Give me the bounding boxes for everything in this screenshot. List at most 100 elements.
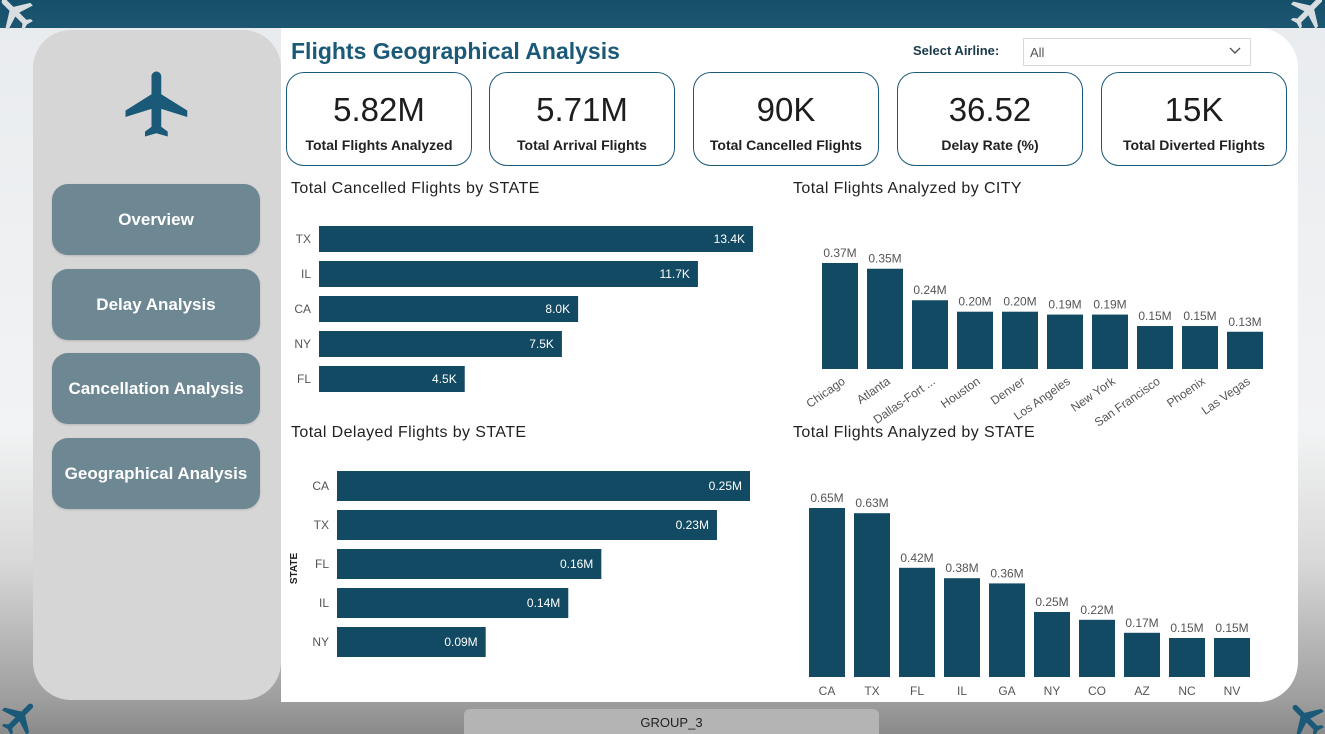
category-tick-label: IL [301, 267, 311, 281]
kpi-card-arrival-flights: 5.71M Total Arrival Flights [489, 72, 675, 166]
airline-filter-dropdown[interactable]: All [1023, 38, 1251, 66]
nav-button-cancellation-analysis[interactable]: Cancellation Analysis [52, 353, 260, 424]
data-label: 0.25M [709, 479, 742, 493]
data-label: 0.25M [1035, 595, 1068, 609]
data-label: 0.24M [913, 283, 946, 297]
bar [319, 226, 753, 252]
bar [1227, 331, 1263, 369]
chart-cancelled-by-state: TX 13.4K IL 11.7K CA 8.0K NY 7.5K FL 4.5K [294, 226, 753, 392]
bar [912, 300, 948, 369]
kpi-label: Total Arrival Flights [517, 137, 647, 153]
bar [822, 263, 858, 369]
bar [337, 549, 602, 579]
nav-button-overview[interactable]: Overview [52, 184, 260, 255]
kpi-card-cancelled-flights: 90K Total Cancelled Flights [693, 72, 879, 166]
data-label: 0.15M [1170, 621, 1203, 635]
data-label: 13.4K [714, 232, 745, 246]
bar [1124, 632, 1160, 677]
airline-filter-value: All [1030, 45, 1045, 60]
nav-button-label: Geographical Analysis [64, 463, 248, 483]
bar [1169, 638, 1205, 677]
kpi-value: 15K [1164, 91, 1224, 128]
category-tick-label: FL [910, 684, 924, 698]
chart-flights-by-city: 0.37MChicago0.35MAtlanta0.24MDallas-Fort… [804, 246, 1263, 429]
data-label: 11.7K [659, 267, 689, 281]
bar [899, 567, 935, 677]
bar [319, 366, 465, 392]
sidebar: Overview Delay Analysis Cancellation Ana… [33, 30, 281, 700]
data-label: 0.15M [1138, 309, 1171, 323]
category-tick-label: NY [312, 635, 329, 649]
chart-title-flights-by-state: Total Flights Analyzed by STATE [793, 424, 1036, 441]
bar [1047, 314, 1083, 369]
data-label: 0.38M [945, 561, 978, 575]
kpi-card-delay-rate: 36.52 Delay Rate (%) [897, 72, 1083, 166]
category-tick-label: FL [315, 557, 329, 571]
data-label: 0.15M [1183, 309, 1216, 323]
bar [337, 471, 750, 501]
data-label: 7.5K [529, 337, 554, 351]
bar [319, 331, 562, 357]
corner-airplane-icon [1278, 0, 1325, 43]
data-label: 0.42M [900, 551, 933, 565]
data-label: 0.37M [823, 246, 856, 260]
bar [337, 588, 569, 618]
data-label: 0.20M [958, 295, 991, 309]
bar [1034, 612, 1070, 677]
chart-delayed-by-state: CA 0.25M TX 0.23M FL 0.16M IL 0.14M NY 0.09M STATE [289, 471, 750, 657]
category-tick-label: NV [1224, 684, 1241, 698]
category-tick-label: CA [294, 302, 311, 316]
data-label: 0.20M [1003, 295, 1036, 309]
bar [337, 627, 486, 657]
data-label: 0.13M [1228, 315, 1261, 329]
data-label: 0.16M [560, 557, 593, 571]
chart-title-cancelled-by-state: Total Cancelled Flights by STATE [291, 180, 540, 197]
kpi-value: 5.82M [333, 91, 425, 128]
category-tick-label: Atlanta [854, 374, 893, 407]
bar [1182, 326, 1218, 369]
kpi-value: 5.71M [536, 91, 628, 128]
nav-button-delay-analysis[interactable]: Delay Analysis [52, 269, 260, 340]
chart-title-flights-by-city: Total Flights Analyzed by CITY [793, 180, 1022, 197]
kpi-card-total-flights: 5.82M Total Flights Analyzed [286, 72, 472, 166]
nav-button-geographical-analysis[interactable]: Geographical Analysis [52, 438, 260, 509]
bar [1214, 638, 1250, 677]
chart-title-delayed-by-state: Total Delayed Flights by STATE [291, 424, 527, 441]
data-label: 0.35M [868, 252, 901, 266]
category-tick-label: NC [1178, 684, 1196, 698]
data-label: 4.5K [432, 372, 457, 386]
data-label: 0.23M [676, 518, 709, 532]
chart-flights-by-state: 0.65M CA 0.63M TX 0.42M FL 0.38M IL 0.36M GA 0.25M… [809, 491, 1250, 698]
category-tick-label: AZ [1134, 684, 1149, 698]
category-tick-label: CO [1088, 684, 1106, 698]
data-label: 0.09M [444, 635, 477, 649]
kpi-value: 36.52 [948, 91, 1032, 128]
nav-button-label: Cancellation Analysis [68, 378, 244, 398]
page-title: Flights Geographical Analysis [291, 38, 620, 64]
main-panel: Flights Geographical Analysis Select Air… [281, 28, 1298, 702]
category-tick-label: IL [957, 684, 967, 698]
nav-button-label: Delay Analysis [96, 294, 216, 314]
data-label: 8.0K [545, 302, 570, 316]
bar [1137, 326, 1173, 369]
category-tick-label: NY [294, 337, 311, 351]
bar [1002, 311, 1038, 369]
category-tick-label: GA [998, 684, 1015, 698]
category-tick-label: FL [297, 372, 311, 386]
data-label: 0.19M [1048, 298, 1081, 312]
kpi-label: Total Flights Analyzed [305, 137, 453, 153]
bar [809, 508, 845, 677]
category-tick-label: Houston [938, 374, 983, 411]
bar [854, 513, 890, 677]
kpi-card-diverted-flights: 15K Total Diverted Flights [1101, 72, 1287, 166]
bar [957, 311, 993, 369]
bar [1079, 619, 1115, 677]
category-tick-label: Denver [988, 374, 1028, 408]
data-label: 0.65M [810, 491, 843, 505]
y-axis-label: STATE [289, 553, 300, 585]
kpi-label: Total Diverted Flights [1122, 137, 1266, 153]
bar [319, 296, 579, 322]
bar [867, 268, 903, 369]
category-tick-label: TX [296, 232, 311, 246]
bar [1092, 314, 1128, 369]
